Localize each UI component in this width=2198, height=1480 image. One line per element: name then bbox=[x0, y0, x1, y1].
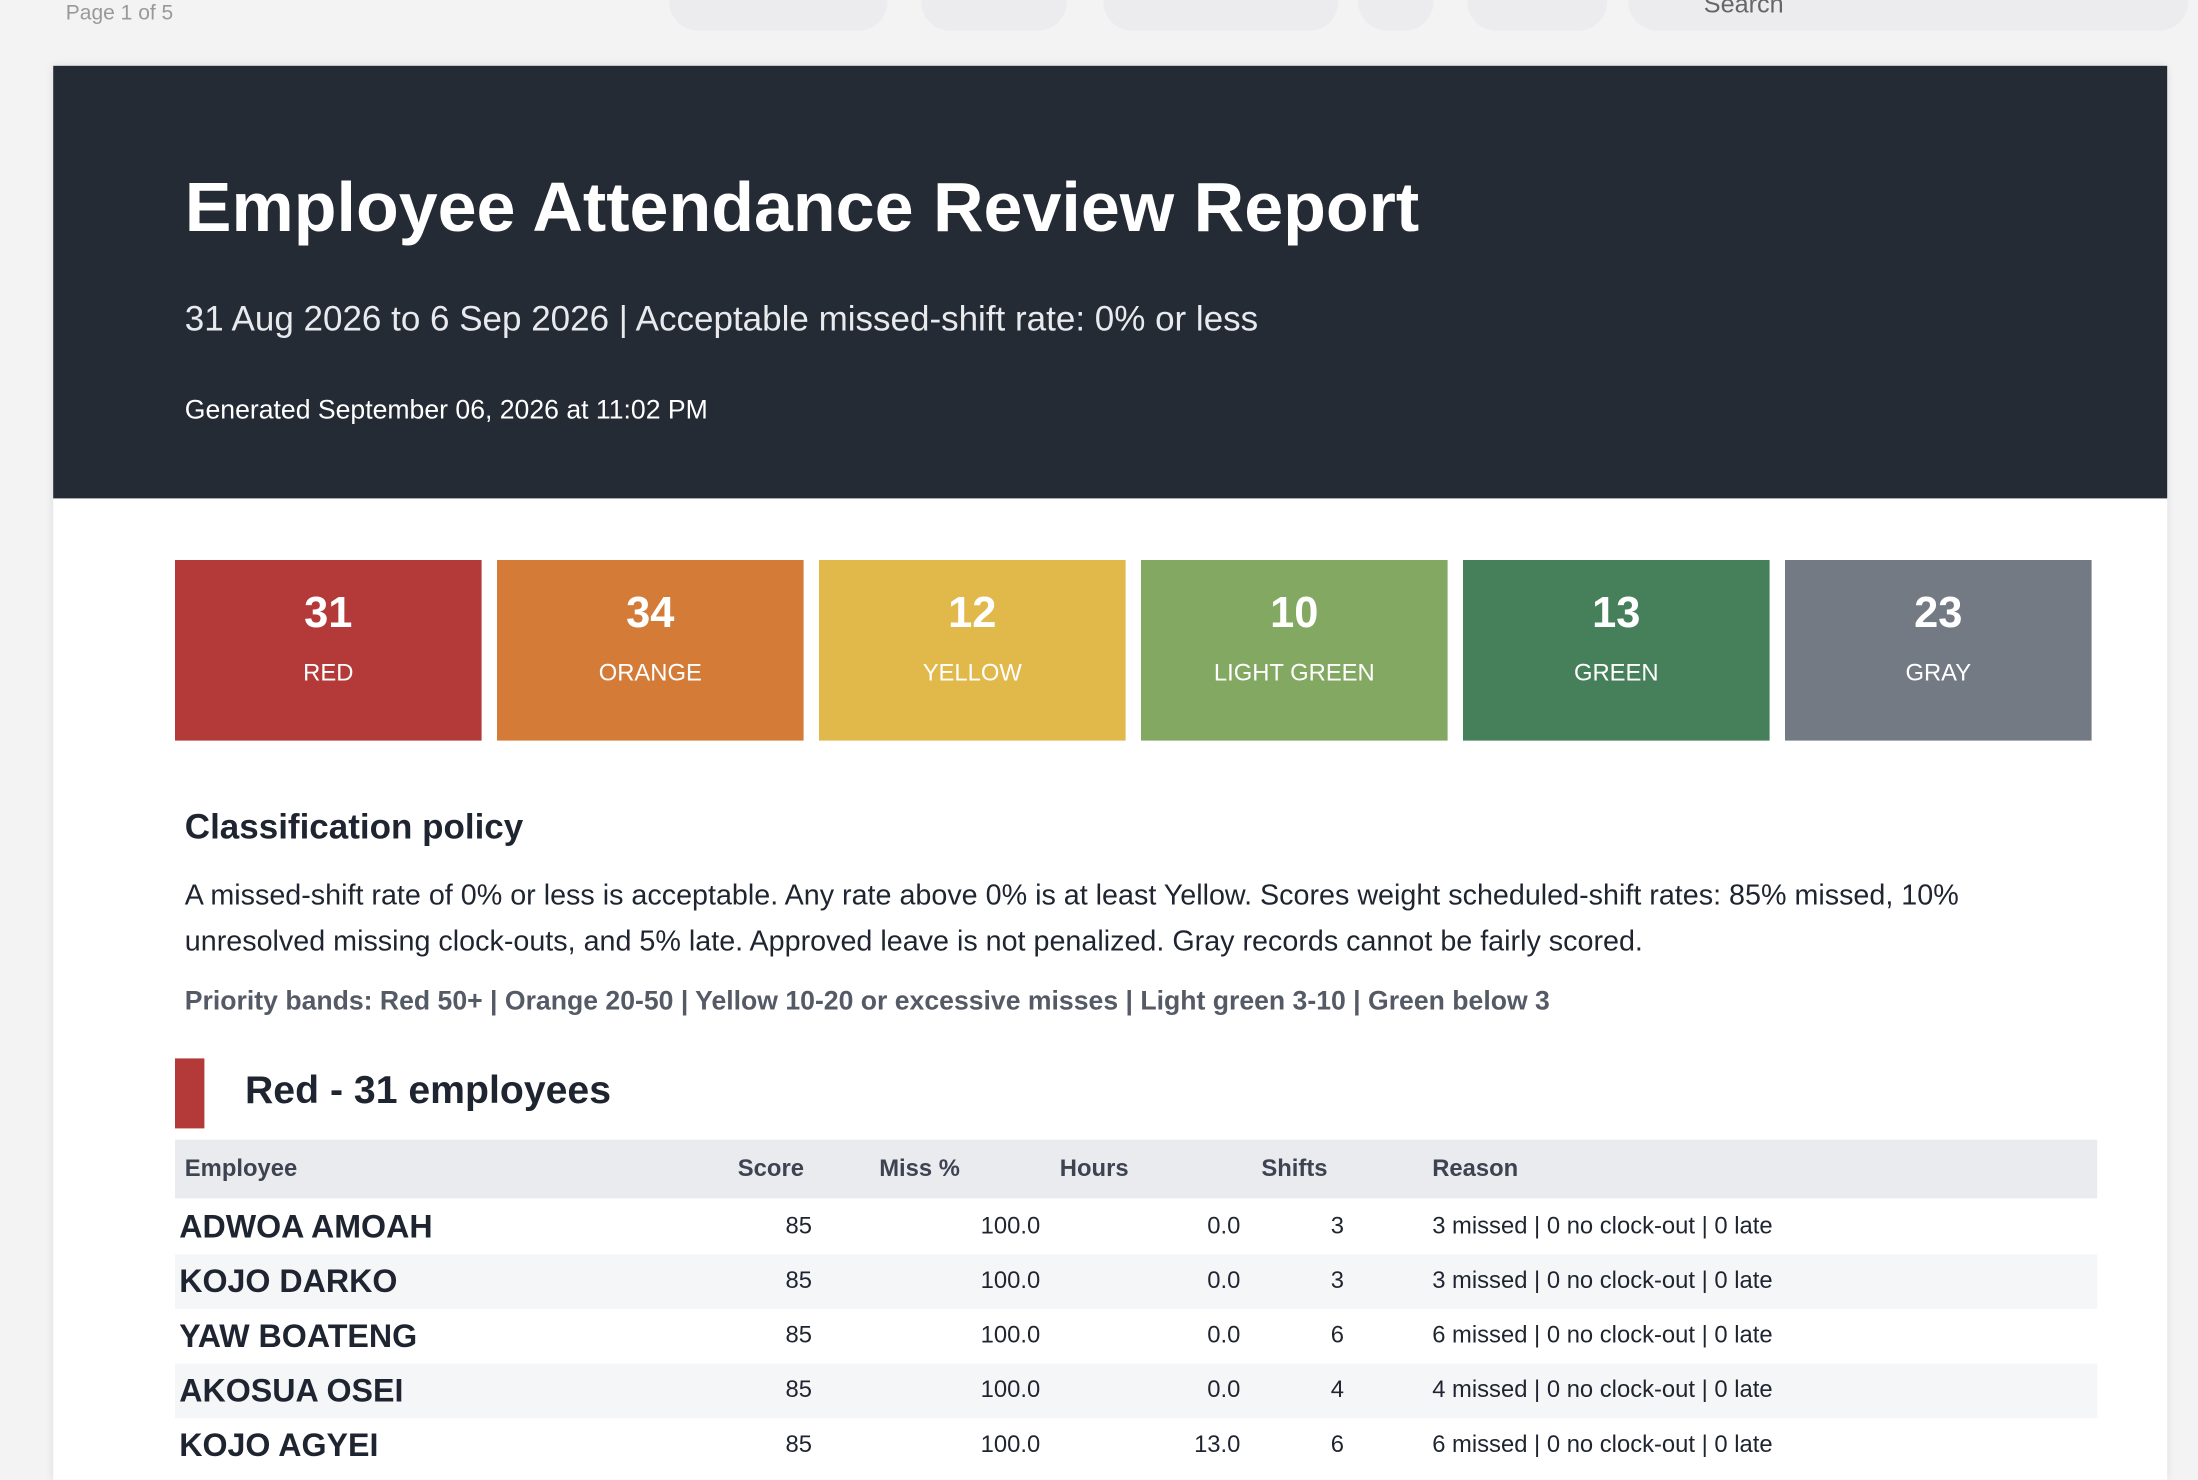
summary-label: GRAY bbox=[1905, 659, 1972, 686]
employee-name: AKOSUA OSEI bbox=[179, 1372, 404, 1409]
report-subtitle: 31 Aug 2026 to 6 Sep 2026 | Acceptable m… bbox=[184, 299, 1259, 339]
summary-card: 31 RED bbox=[175, 560, 482, 741]
table-cell: 13.0 bbox=[1194, 1430, 1241, 1458]
form-tools[interactable] bbox=[1467, 0, 1608, 31]
summary-count: 12 bbox=[948, 588, 997, 637]
table-cell: 6 bbox=[1330, 1321, 1344, 1349]
search-box[interactable] bbox=[1628, 0, 2189, 31]
employee-name: KOJO DARKO bbox=[179, 1262, 398, 1300]
column-header: Score bbox=[737, 1155, 804, 1182]
column-header: Miss % bbox=[879, 1155, 960, 1182]
table-cell: 85 bbox=[785, 1430, 812, 1458]
generated-date: Generated September 06, 2026 at 11:02 PM bbox=[184, 396, 708, 426]
table-cell: 85 bbox=[785, 1321, 812, 1349]
table-row bbox=[175, 1363, 2098, 1419]
search-placeholder[interactable]: Search bbox=[1703, 0, 1784, 19]
policy-text: A missed-shift rate of 0% or less is acc… bbox=[184, 879, 1959, 958]
edit-tools[interactable] bbox=[1103, 0, 1339, 31]
policy-heading: Classification policy bbox=[184, 807, 524, 847]
summary-card: 10 LIGHT GREEN bbox=[1141, 560, 1448, 741]
summary-card: 23 GRAY bbox=[1785, 560, 2092, 741]
summary-count: 34 bbox=[626, 588, 675, 637]
table-cell: 0.0 bbox=[1207, 1321, 1241, 1349]
employee-name: KOJO AGYEI bbox=[179, 1426, 379, 1463]
page-label: Page 1 of 5 bbox=[65, 1, 174, 26]
summary-count: 10 bbox=[1270, 588, 1319, 637]
section-heading: Red - 31 employees bbox=[245, 1068, 612, 1112]
employee-name: ADWOA AMOAH bbox=[179, 1208, 433, 1245]
column-header: Reason bbox=[1432, 1155, 1519, 1182]
table-cell: 0.0 bbox=[1207, 1267, 1241, 1294]
table-row bbox=[175, 1254, 2098, 1309]
table-cell: 4 missed | 0 no clock-out | 0 late bbox=[1432, 1376, 1773, 1403]
table-cell: 0.0 bbox=[1207, 1376, 1241, 1403]
summary-count: 13 bbox=[1592, 588, 1641, 637]
table-cell: 3 bbox=[1330, 1267, 1344, 1294]
summary-card: 12 YELLOW bbox=[819, 560, 1126, 741]
table-cell: 0.0 bbox=[1207, 1212, 1241, 1239]
table-cell: 4 bbox=[1330, 1376, 1344, 1403]
table-cell: 6 missed | 0 no clock-out | 0 late bbox=[1432, 1430, 1773, 1458]
zoom-tools[interactable] bbox=[669, 0, 888, 31]
table-cell: 100.0 bbox=[980, 1267, 1041, 1294]
table-cell: 85 bbox=[785, 1267, 812, 1294]
column-header: Shifts bbox=[1261, 1155, 1328, 1182]
table-cell: 6 missed | 0 no clock-out | 0 late bbox=[1432, 1321, 1773, 1349]
column-header: Hours bbox=[1059, 1155, 1129, 1182]
report-header: Employee Attendance Review Report 31 Aug… bbox=[53, 65, 2168, 499]
table-cell: 100.0 bbox=[980, 1212, 1041, 1239]
table-cell: 3 missed | 0 no clock-out | 0 late bbox=[1432, 1212, 1773, 1239]
summary-label: LIGHT GREEN bbox=[1213, 659, 1375, 686]
report-title: Employee Attendance Review Report bbox=[184, 168, 1420, 247]
summary-card: 34 ORANGE bbox=[497, 560, 804, 741]
column-header: Employee bbox=[184, 1155, 298, 1182]
priority-bands: Priority bands: Red 50+ | Orange 20-50 |… bbox=[184, 987, 1550, 1017]
employee-name: YAW BOATENG bbox=[179, 1317, 418, 1354]
summary-label: ORANGE bbox=[598, 659, 702, 686]
table-row bbox=[175, 1199, 2098, 1255]
table-cell: 3 bbox=[1330, 1212, 1344, 1239]
table-cell: 85 bbox=[785, 1376, 812, 1403]
document-page: Employee Attendance Review Report 31 Aug… bbox=[53, 65, 2168, 1480]
table-cell: 100.0 bbox=[980, 1376, 1041, 1403]
table-row bbox=[175, 1418, 2098, 1473]
table-header bbox=[175, 1139, 2098, 1199]
share-tool[interactable] bbox=[1358, 0, 1434, 31]
table-cell: 3 missed | 0 no clock-out | 0 late bbox=[1432, 1267, 1773, 1294]
summary-label: GREEN bbox=[1573, 659, 1659, 686]
table-cell: 85 bbox=[785, 1212, 812, 1239]
table-cell: 100.0 bbox=[980, 1430, 1041, 1458]
table-row bbox=[175, 1309, 2098, 1364]
table-cell: 100.0 bbox=[980, 1321, 1041, 1349]
summary-count: 31 bbox=[304, 588, 353, 637]
summary-count: 23 bbox=[1914, 588, 1963, 637]
table-cell: 6 bbox=[1330, 1430, 1344, 1458]
section-marker bbox=[175, 1058, 205, 1129]
annotate-tools[interactable] bbox=[921, 0, 1067, 31]
summary-label: YELLOW bbox=[922, 659, 1022, 686]
summary-label: RED bbox=[303, 659, 354, 686]
summary-card: 13 GREEN bbox=[1463, 560, 1770, 741]
